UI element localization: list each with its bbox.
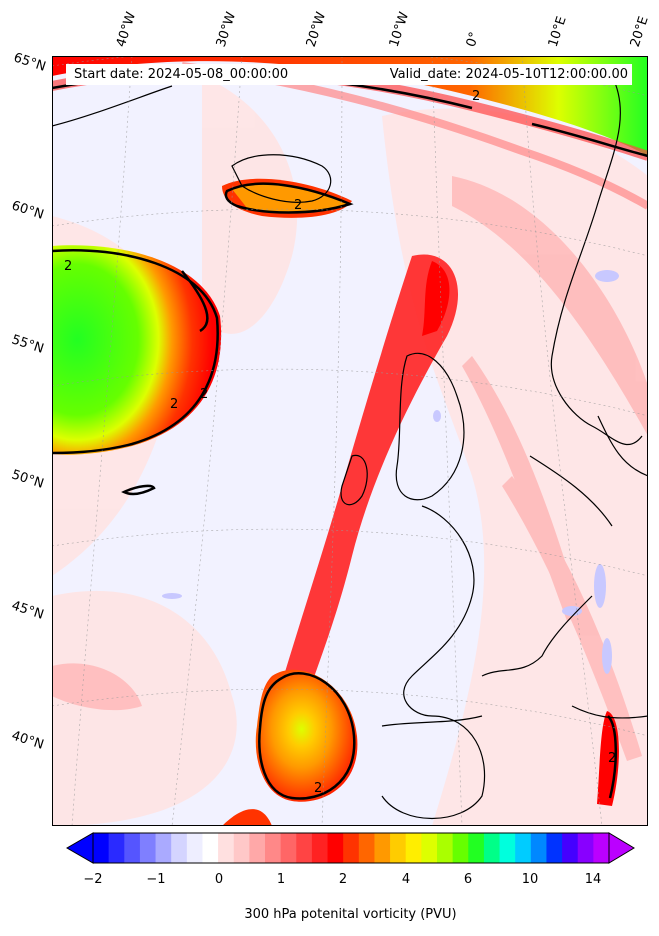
colorbar-segment [483, 833, 501, 863]
colorbar-segment [265, 833, 282, 863]
valid-date-text: Valid_date: 2024-05-10T12:00:00.00 [389, 67, 628, 82]
colorbar-segment [374, 833, 391, 863]
start-date-text: Start date: 2024-05-08_00:00:00 [74, 67, 289, 82]
colorbar-segment [311, 833, 329, 863]
contour-label: 2 [200, 387, 208, 402]
contour-label: 2 [294, 198, 302, 213]
longitude-label: 20°E [627, 14, 652, 50]
longitude-label: 10°W [386, 10, 413, 49]
longitude-label: 10°E [545, 14, 570, 50]
colorbar-tick-label: 10 [521, 872, 539, 887]
contour-label: 2 [608, 751, 616, 766]
colorbar-under-arrow [66, 832, 94, 864]
colorbar-segment [108, 833, 125, 863]
colorbar-segment [358, 833, 375, 863]
latitude-label: 55°N [9, 332, 46, 357]
latitude-label: 65°N [11, 50, 48, 75]
colorbar-segment [343, 833, 360, 863]
colorbar-tick-label: −2 [83, 872, 103, 887]
latitude-label: 60°N [9, 198, 46, 223]
colorbar-segment [124, 833, 141, 863]
colorbar-segment [577, 833, 594, 863]
contour-label: 2 [314, 781, 322, 796]
contour-label: 2 [472, 89, 480, 104]
colorbar-segment [390, 833, 407, 863]
colorbar-segment [280, 833, 297, 863]
latitude-label: 50°N [9, 467, 46, 492]
colorbar-segment [562, 833, 579, 863]
colorbar-segment [139, 833, 157, 863]
colorbar-tick-label: 4 [401, 872, 411, 887]
latitude-label: 45°N [9, 598, 46, 623]
contour-label: 2 [170, 397, 178, 412]
western-pv-anomaly [52, 245, 222, 455]
colorbar-segment [186, 833, 203, 863]
longitude-label: 40°W [113, 10, 140, 49]
colorbar-tick-label: 0 [214, 872, 224, 887]
colorbar-segment [171, 833, 188, 863]
date-banner: Start date: 2024-05-08_00:00:00 Valid_da… [66, 64, 632, 85]
colorbar-frame [92, 832, 610, 864]
colorbar-segment [421, 833, 438, 863]
colorbar-segment [249, 833, 266, 863]
contour-labels: 2 2 2 2 2 2 2 [64, 89, 616, 796]
colorbar-tick-label: 2 [338, 872, 348, 887]
colorbar-segment [546, 833, 563, 863]
colorbar-label: 300 hPa potenital vorticity (PVU) [244, 907, 457, 922]
colorbar [66, 832, 635, 864]
colorbar-segment [452, 833, 469, 863]
colorbar-segment [202, 833, 219, 863]
contour-label: 2 [64, 259, 72, 274]
colorbar-over-arrow [608, 832, 635, 864]
colorbar-tick-label: 14 [584, 872, 602, 887]
southern-pv-anomaly [255, 669, 358, 802]
colorbar-tick-label: 1 [276, 872, 286, 887]
colorbar-segment [437, 833, 454, 863]
colorbar-tick-label: 6 [463, 872, 473, 887]
graticule [52, 56, 648, 826]
colorbar-segment [327, 833, 344, 863]
colorbar-segment [93, 833, 110, 863]
longitude-label: 20°W [303, 10, 330, 49]
colorbar-segment [155, 833, 172, 863]
colorbar-segment [405, 833, 422, 863]
colorbar-tick-label: −1 [146, 872, 166, 887]
colorbar-segment [233, 833, 250, 863]
colorbar-segment [515, 833, 532, 863]
colorbar-segment [530, 833, 547, 863]
coastlines [52, 75, 648, 820]
atlantic-pv-streamer [272, 254, 459, 716]
map-plot-area: 2 2 2 2 2 2 2 [52, 56, 648, 826]
light-red-streaks [52, 176, 648, 761]
longitude-label: 30°W [213, 10, 240, 49]
colorbar-segment [468, 833, 485, 863]
pv-field-map: 2 2 2 2 2 2 2 [52, 56, 648, 826]
colorbar-segment [593, 833, 610, 863]
latitude-label: 40°N [9, 728, 46, 753]
colorbar-segment [499, 833, 516, 863]
colorbar-segment [218, 833, 235, 863]
longitude-label: 0° [463, 30, 483, 49]
colorbar-segment [296, 833, 313, 863]
blue-patches [162, 270, 619, 674]
